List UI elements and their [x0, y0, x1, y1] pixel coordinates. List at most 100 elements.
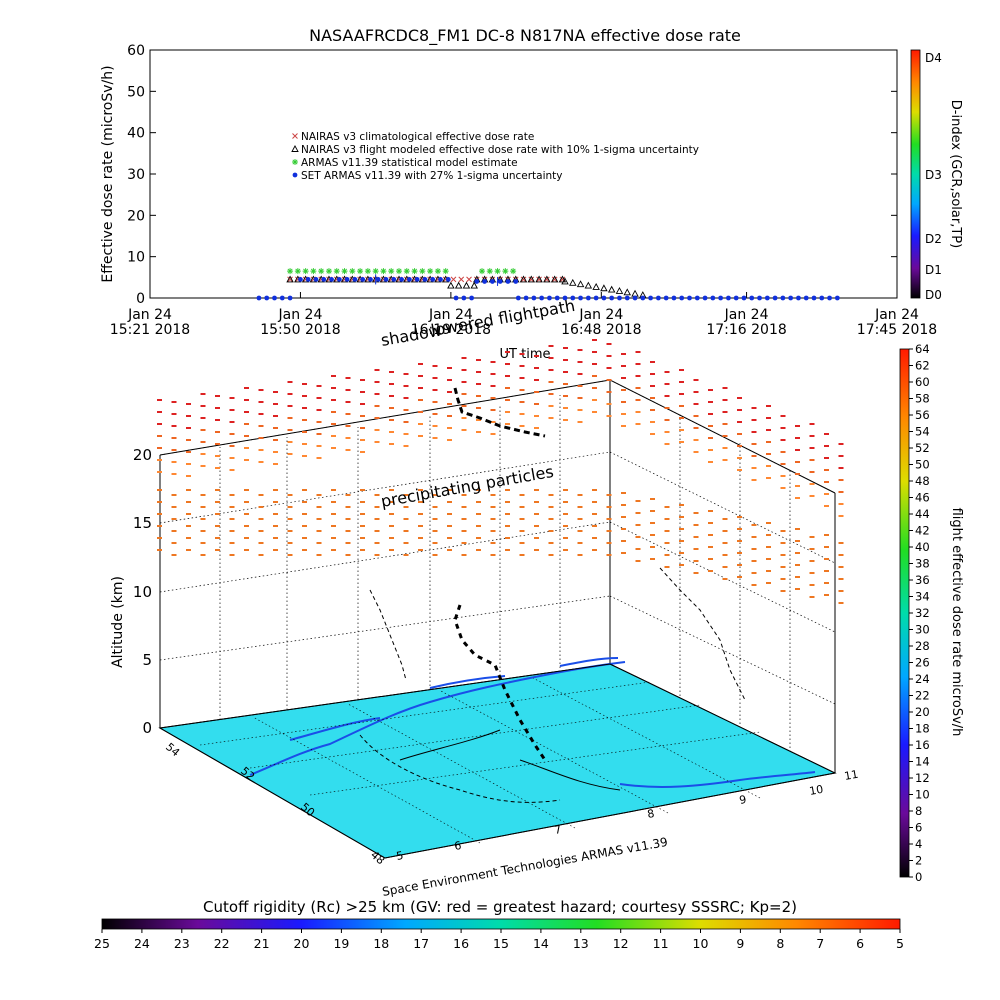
dose-tick-label: 24: [915, 672, 930, 686]
flight-path-3d: [453, 387, 546, 438]
set-armas-point: [547, 295, 552, 301]
dose-tick-label: 34: [915, 590, 930, 604]
set-armas-point: [617, 295, 622, 301]
y-tick-label: 20: [127, 208, 145, 224]
dose-colorbar-label: flight effective dose rate microSv/h: [949, 508, 964, 737]
altitude-tick: 0: [142, 719, 152, 737]
cutoff-tick-label: 12: [613, 936, 629, 951]
x-tick-label-date: Jan 24: [578, 307, 623, 323]
set-armas-point: [523, 295, 529, 301]
set-armas-point: [414, 277, 420, 282]
x-tick-label-date: Jan 24: [874, 307, 919, 323]
climatological-point: [292, 133, 298, 139]
flight-modeled-point: [462, 281, 471, 289]
set-armas-point: [827, 295, 832, 301]
set-armas-point: [360, 277, 366, 282]
dose-tick-label: 62: [915, 359, 930, 373]
set-armas-point: [391, 277, 397, 282]
flight-modeled-point: [535, 275, 543, 283]
cutoff-tick-label: 7: [816, 936, 824, 951]
set-armas-point: [505, 279, 511, 284]
flight-path-descent: [453, 604, 547, 761]
set-armas-point: [438, 277, 443, 282]
set-armas-point: [305, 277, 311, 282]
flight-modeled-point: [561, 277, 569, 285]
set-armas-point: [321, 277, 327, 282]
set-armas-point: [780, 295, 786, 301]
dose-tick-label: 44: [915, 507, 930, 521]
dose-tick-label: 0: [915, 870, 922, 884]
armas-estimate-point: [411, 268, 418, 275]
y-tick-label: 40: [127, 126, 145, 142]
armas-estimate-point: [396, 268, 402, 275]
climatological-point: [543, 276, 550, 283]
altitude-tick: 20: [133, 446, 152, 464]
dose-tick-label: 6: [915, 821, 922, 835]
armas-estimate-point: [403, 268, 410, 275]
set-armas-point: [764, 295, 770, 301]
armas-estimate-point: [486, 268, 493, 275]
armas-estimate-point: [364, 268, 371, 275]
dose-tick-label: 26: [915, 656, 930, 670]
d-index-tick: D3: [925, 168, 942, 182]
floor-grid: [199, 677, 761, 844]
flight-modeled-point: [623, 288, 632, 296]
armas-estimate-point: [510, 268, 517, 275]
dose-tick-label: 42: [915, 524, 930, 538]
flight-modeled-point: [543, 275, 551, 283]
set-armas-point: [292, 172, 298, 178]
flight-modeled-point: [631, 289, 639, 297]
set-armas-point: [489, 279, 495, 284]
set-armas-point: [757, 295, 762, 301]
set-armas-point: [570, 295, 576, 301]
set-armas-point: [663, 295, 669, 301]
annotation-lowered-flightpath: lowered flightpath: [429, 296, 576, 340]
flight-modeled-point: [607, 285, 616, 293]
set-armas-point: [702, 295, 708, 301]
set-armas-point: [313, 277, 319, 282]
cutoff-tick-label: 22: [214, 936, 230, 951]
chart-title: NASAAFRCDC8_FM1 DC-8 N817NA effective do…: [309, 26, 741, 46]
cutoff-colorbar-ticks: 25 24 23 22 21 20 19 18 17 16 15 14 13 12 11 10 9 8 7 6 5: [94, 929, 904, 951]
climatological-point: [287, 276, 293, 283]
cutoff-tick-label: 25: [94, 936, 110, 951]
d-index-colorbar: [910, 49, 921, 299]
cutoff-tick-label: 14: [533, 936, 549, 951]
flight-modeled-point: [447, 281, 455, 289]
altitude-tick: 10: [133, 583, 152, 601]
set-armas-point: [375, 277, 381, 282]
set-armas-point: [648, 295, 653, 301]
armas-estimate-point: [341, 268, 348, 275]
longitude-tick: 6: [453, 839, 462, 853]
cutoff-tick-label: 24: [134, 936, 150, 951]
flight-modeled-point: [558, 275, 567, 283]
set-armas-point: [298, 277, 303, 282]
climatological-point: [528, 276, 535, 283]
armas-estimate-point: [380, 268, 387, 275]
set-armas-point: [694, 295, 700, 301]
set-armas-point: [710, 295, 716, 301]
set-armas-point: [788, 295, 794, 301]
set-armas-point: [718, 295, 724, 301]
flight-modeled-point: [584, 281, 593, 289]
cutoff-tick-label: 10: [693, 936, 709, 951]
flight-3d-plot: shadow lowered flightpath precipitating …: [94, 296, 964, 951]
set-armas-point: [515, 295, 521, 301]
climatological-point: [466, 276, 472, 283]
y-tick-label: 0: [136, 291, 145, 307]
flight-modeled-point: [286, 275, 294, 283]
set-armas-point: [609, 295, 615, 301]
set-armas-point: [632, 295, 638, 301]
flight-modeled-point: [569, 278, 577, 286]
cutoff-tick-label: 19: [333, 936, 349, 951]
d-index-ticks: D0 D1 D2 D3 D4: [925, 51, 942, 302]
x-tick-label-date: Jan 24: [127, 307, 172, 323]
dose-tick-label: 58: [915, 392, 930, 406]
dose-colorbar: [899, 348, 910, 878]
dose-tick-label: 60: [915, 375, 930, 389]
d-index-tick: D2: [925, 232, 942, 246]
climatological-point: [458, 276, 465, 283]
cutoff-tick-label: 21: [254, 936, 270, 951]
dose-tick-label: 30: [915, 623, 930, 637]
